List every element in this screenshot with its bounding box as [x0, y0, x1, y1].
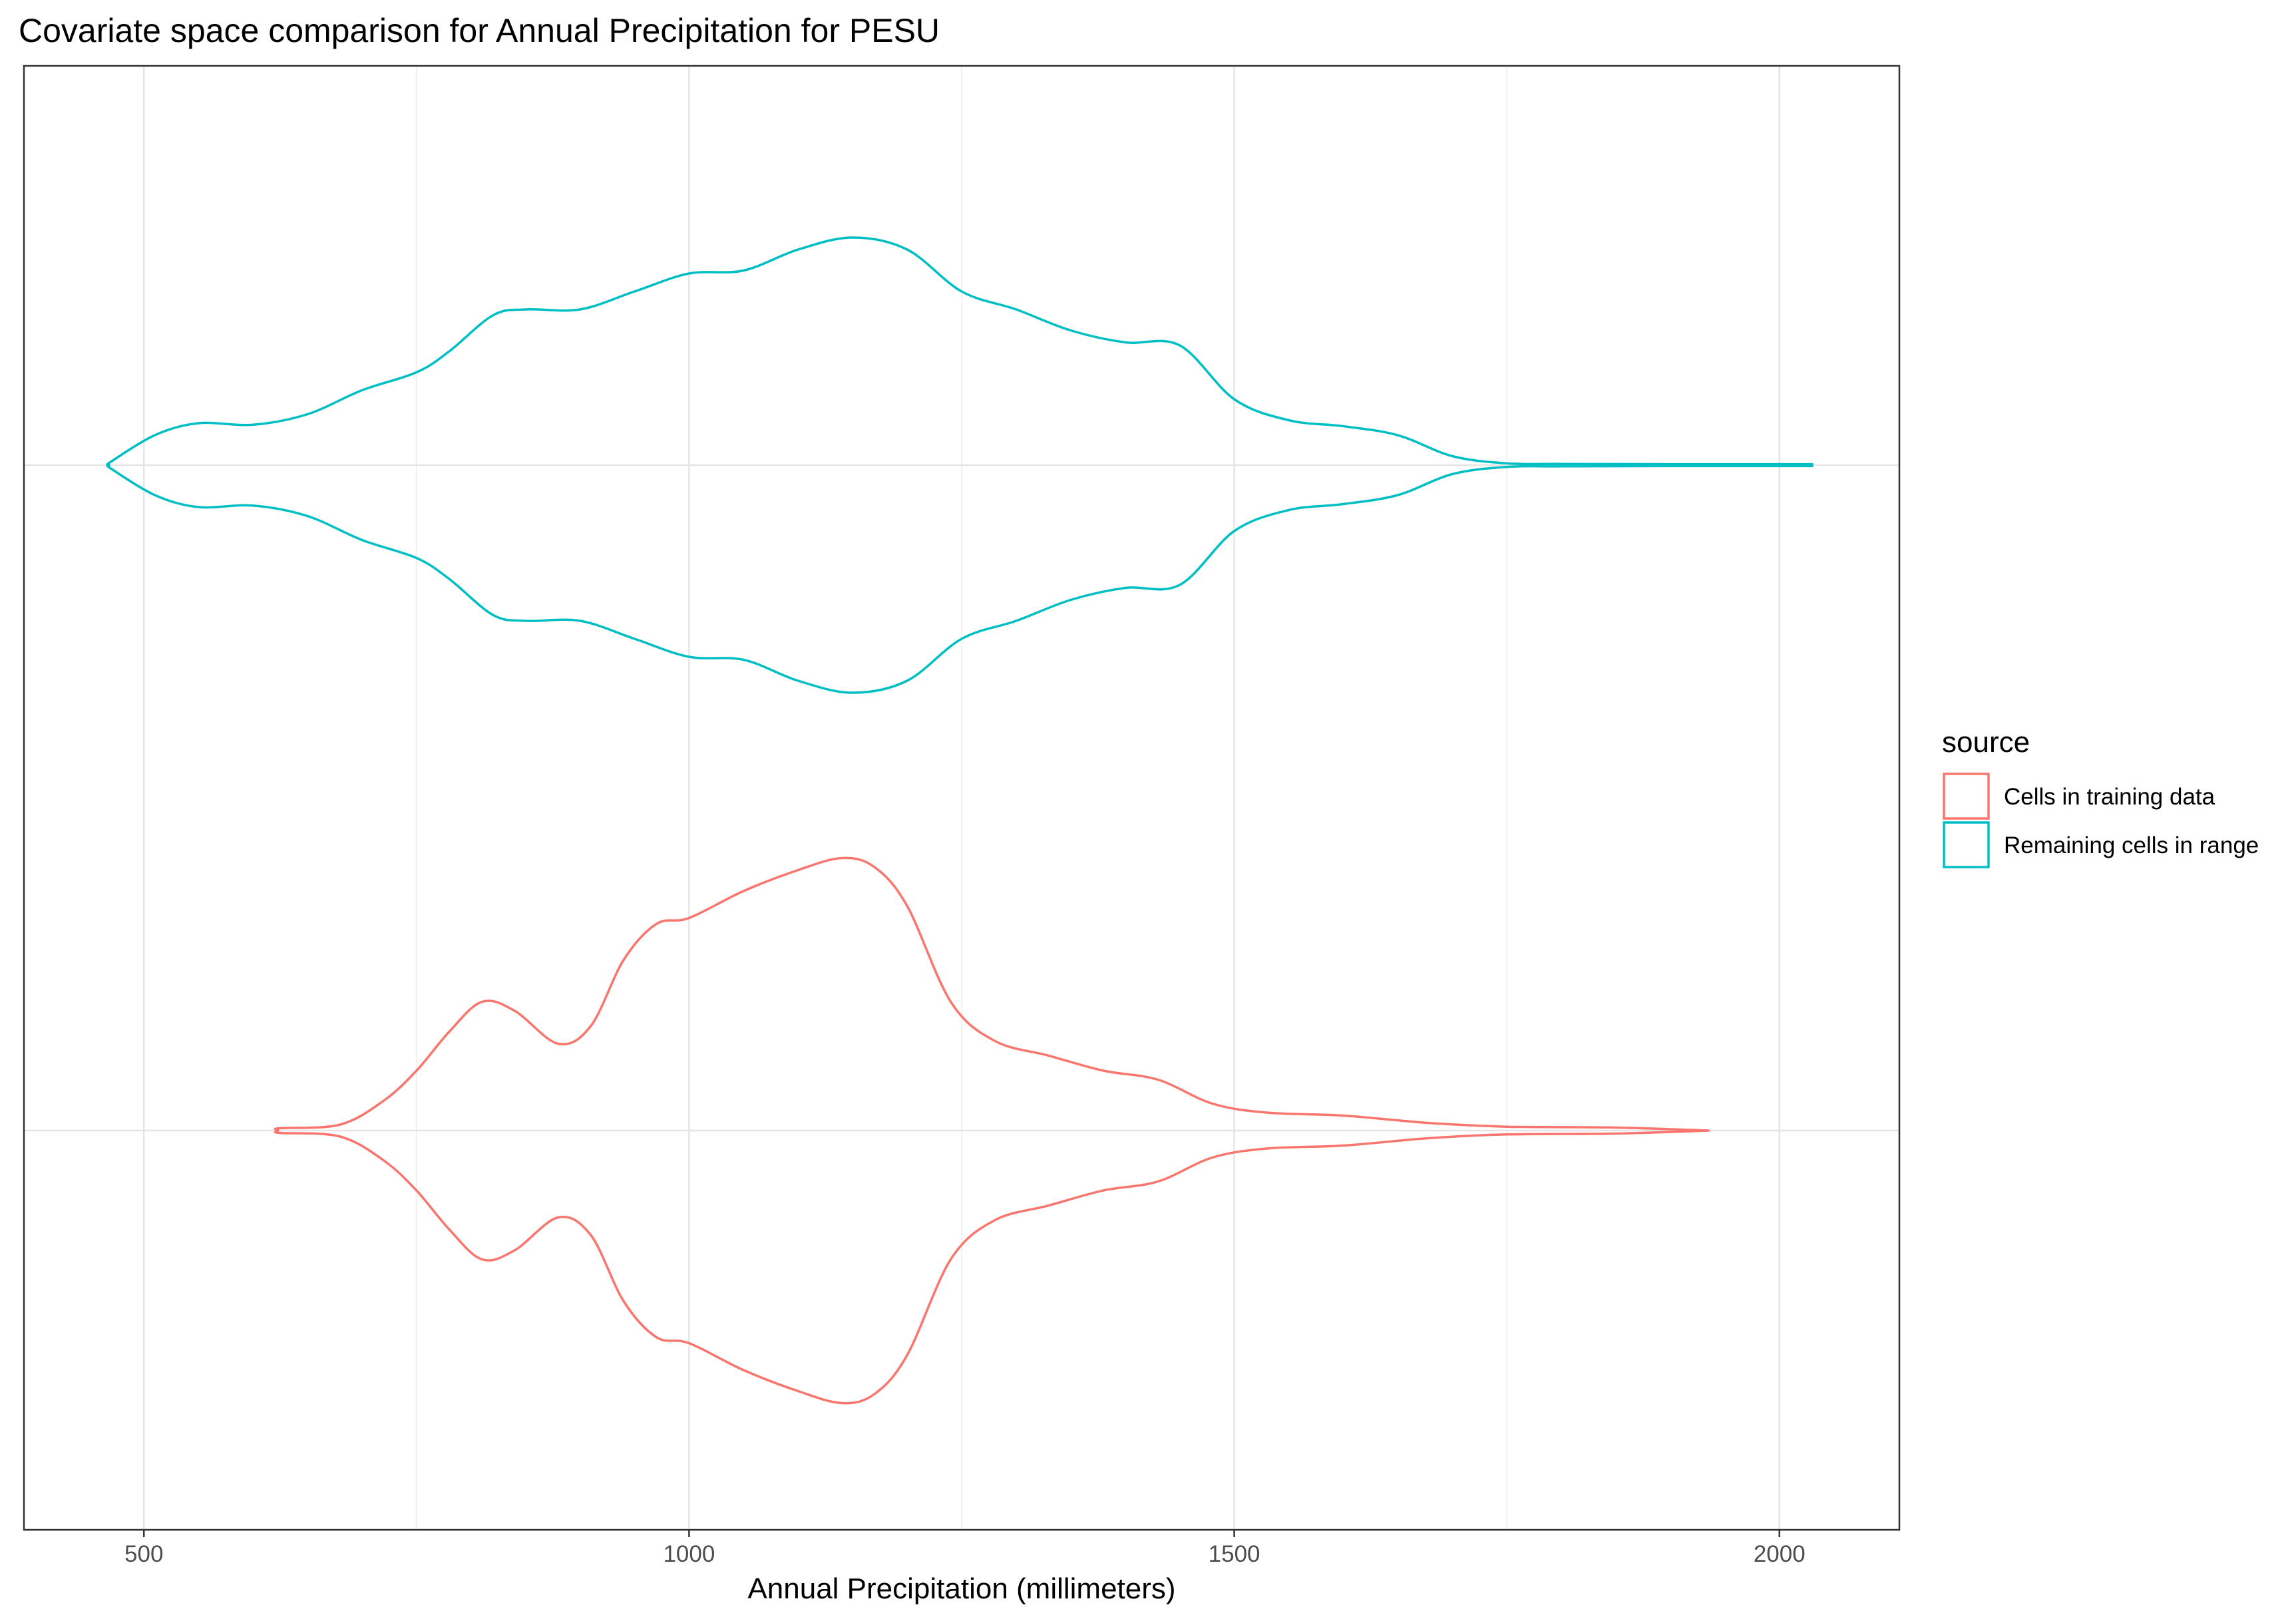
x-axis: 500 1000 1500 2000 — [124, 1530, 1806, 1567]
x-tick-label: 1500 — [1209, 1541, 1260, 1567]
legend-label: Remaining cells in range — [2004, 832, 2259, 858]
plot-panel — [23, 65, 1901, 1531]
legend-title: source — [1942, 726, 2030, 759]
x-tick-label: 1000 — [663, 1541, 715, 1567]
violins — [106, 236, 1814, 1405]
violin-cells-in-training-data — [274, 856, 1710, 1405]
legend: source Cells in training data Remaining c… — [1942, 726, 2259, 868]
chart-title: Covariate space comparison for Annual Pr… — [19, 12, 940, 49]
legend-key — [1943, 821, 1990, 868]
x-axis-title: Annual Precipitation (millimeters) — [747, 1572, 1175, 1605]
panel-border — [23, 65, 1901, 1531]
x-tick-label: 500 — [124, 1541, 163, 1567]
legend-key — [1943, 773, 1990, 820]
violin-remaining-cells-in-range — [106, 236, 1814, 694]
legend-label: Cells in training data — [2004, 784, 2215, 810]
legend-entries: Cells in training data Remaining cells in… — [1943, 773, 2259, 868]
x-tick-label: 2000 — [1754, 1541, 1806, 1567]
